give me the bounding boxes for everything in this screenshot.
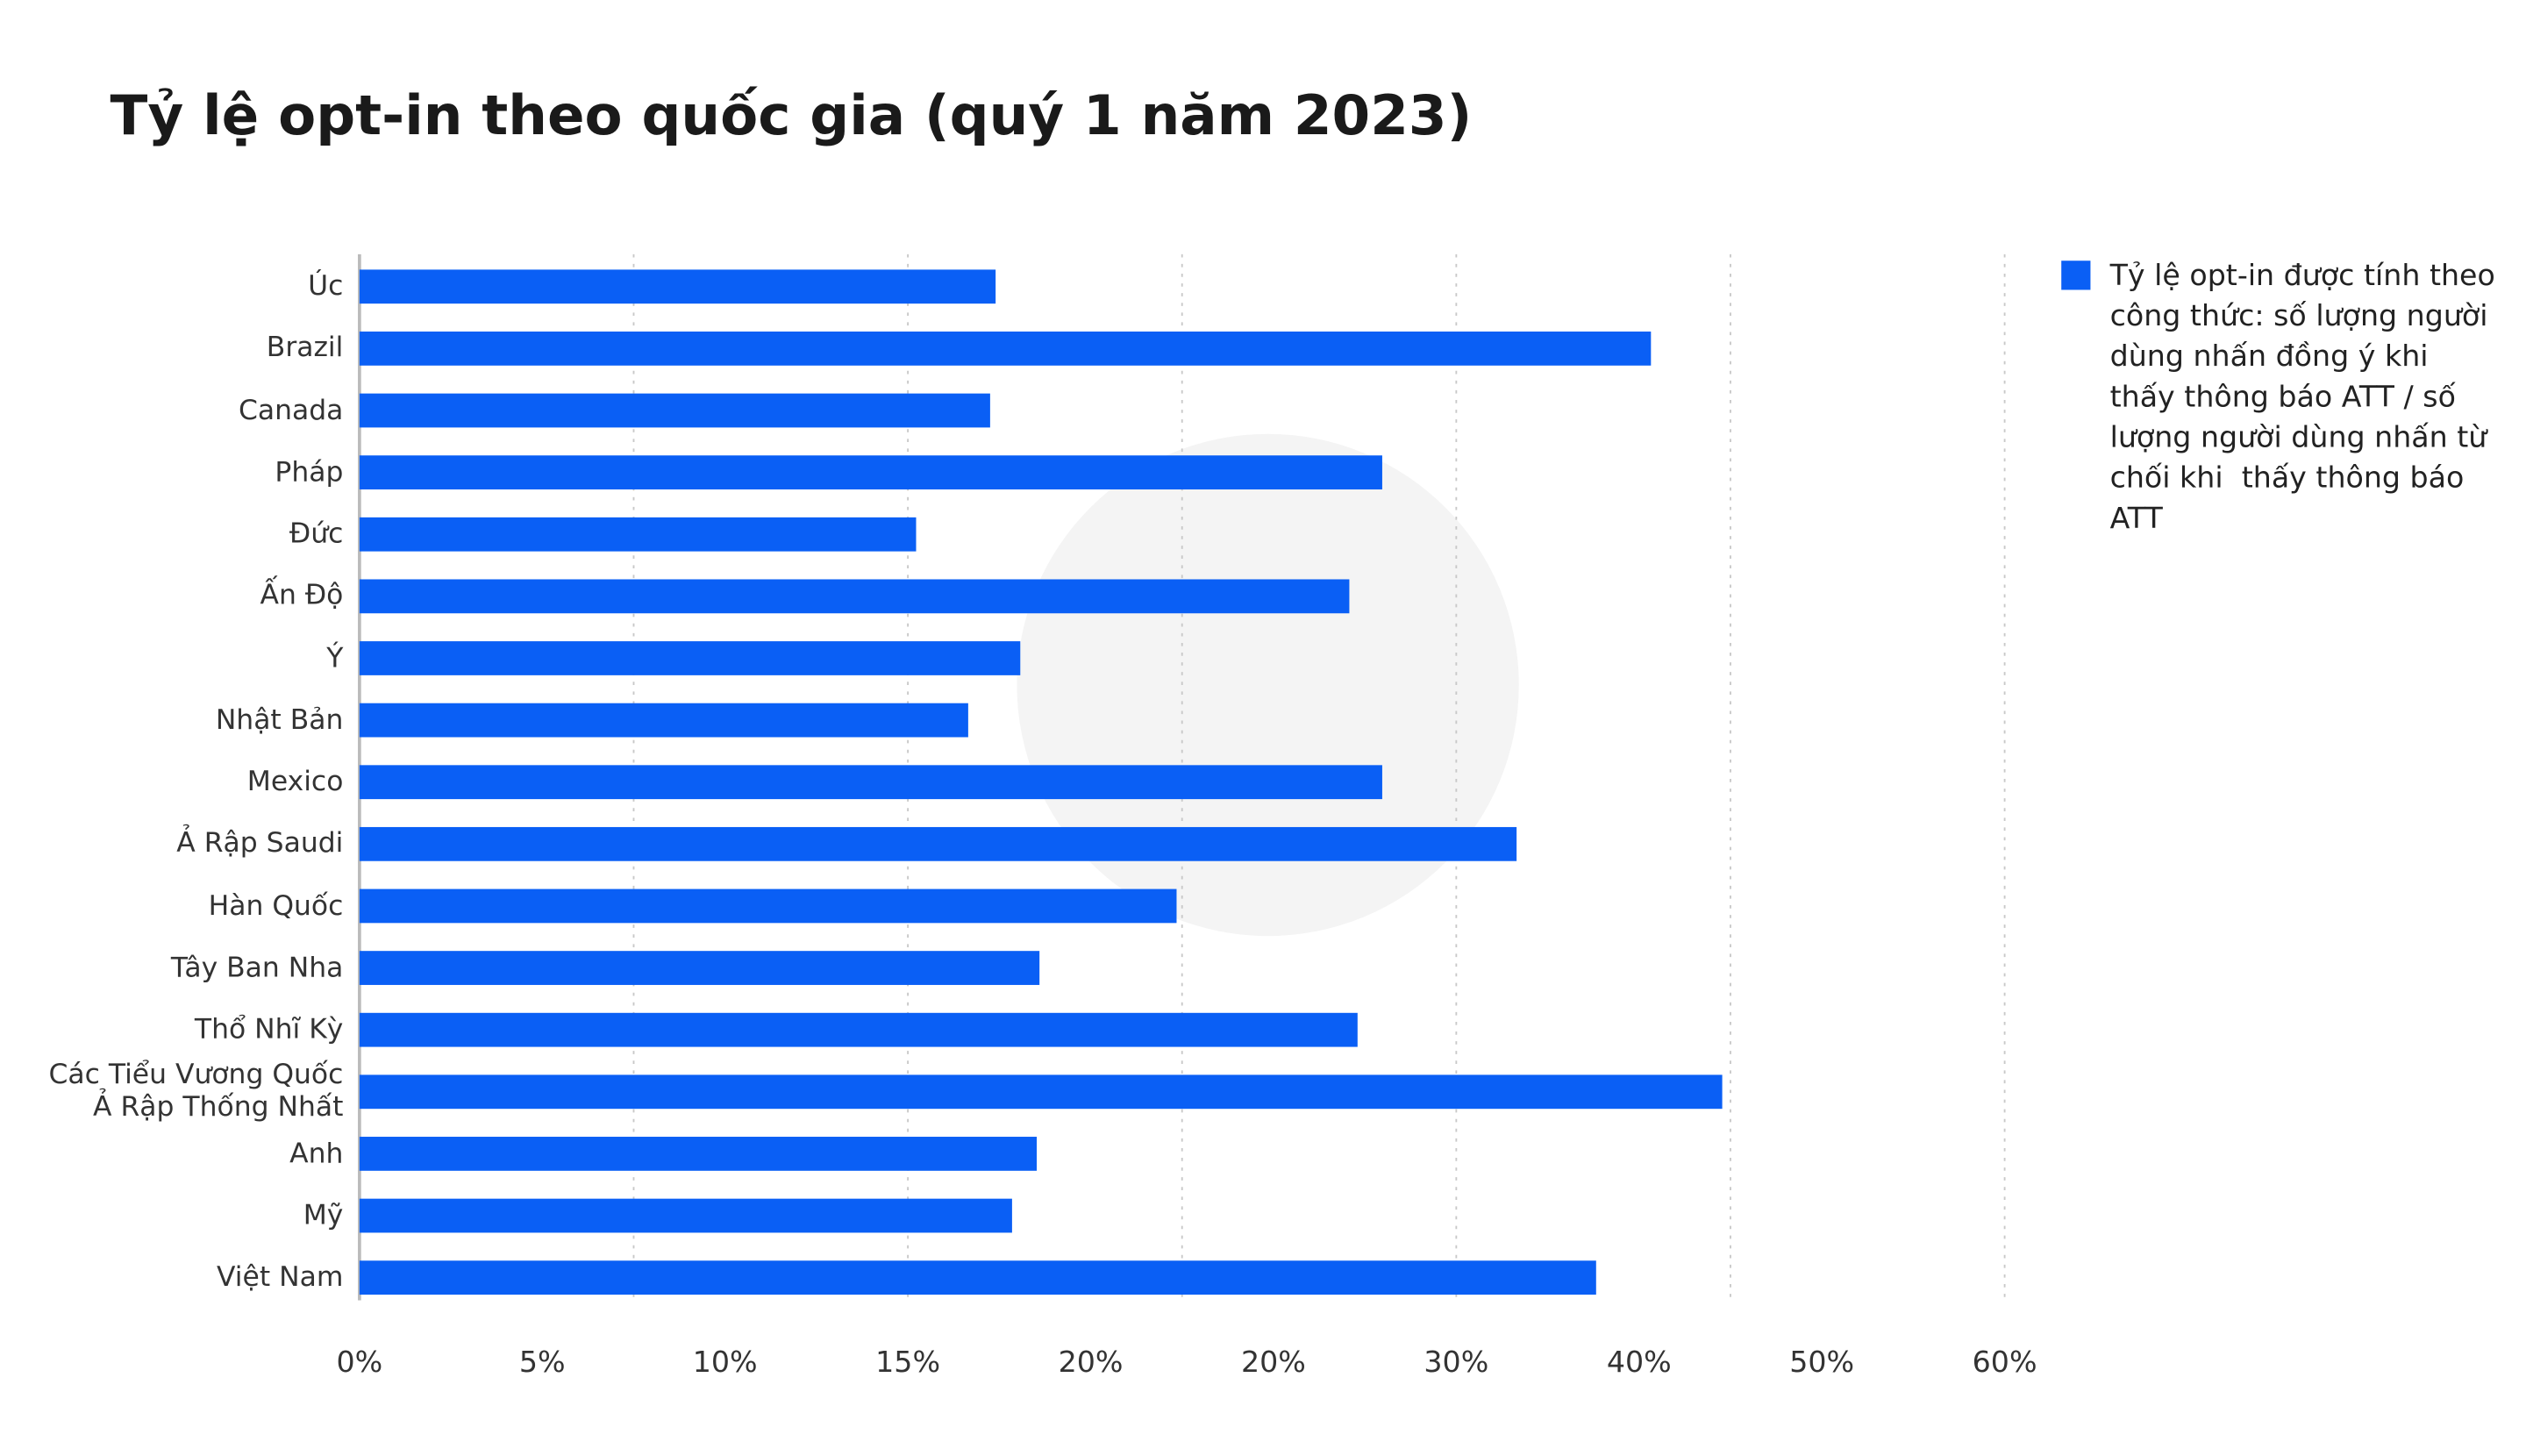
chart-title: Tỷ lệ opt-in theo quốc gia (quý 1 năm 20…	[110, 84, 1473, 149]
bar	[359, 332, 1652, 366]
y-tick-label: Tây Ban Nha	[170, 952, 344, 985]
x-tick-label: 50%	[1789, 1345, 1854, 1379]
y-tick-label: Mỹ	[303, 1199, 344, 1232]
legend: Tỷ lệ opt-in được tính theo công thức: s…	[2061, 256, 2498, 539]
y-tick-label: Anh	[289, 1137, 344, 1170]
bar	[359, 889, 1177, 924]
x-tick-label: 60%	[1973, 1345, 2037, 1379]
bar	[359, 1137, 1038, 1171]
bar	[359, 1012, 1358, 1047]
bar	[359, 826, 1517, 861]
x-tick-label: 30%	[1424, 1345, 1488, 1379]
y-tick-label: Ý	[326, 642, 344, 674]
y-tick-label: Úc	[308, 270, 344, 303]
y-tick-label: Brazil	[266, 332, 344, 365]
y-tick-label: Mexico	[246, 766, 344, 799]
x-tick-label: 10%	[693, 1345, 758, 1379]
x-tick-label: 40%	[1607, 1345, 1672, 1379]
bar	[359, 1260, 1596, 1295]
x-tick-label: 0%	[337, 1345, 383, 1379]
y-tick-label: Việt Nam	[217, 1261, 344, 1295]
bar	[359, 703, 968, 738]
y-tick-label: Thổ Nhĩ Kỳ	[194, 1013, 344, 1046]
bar	[359, 1074, 1723, 1110]
bar	[359, 579, 1350, 614]
watermark	[1017, 433, 1519, 937]
y-tick-label: Đức	[289, 517, 344, 551]
bar	[359, 1198, 1012, 1233]
legend-label: Tỷ lệ opt-in được tính theo công thức: s…	[2109, 259, 2505, 537]
y-tick-label: Các Tiểu Vương Quốc Ả Rập Thống Nhất	[48, 1059, 344, 1124]
x-tick-label: 20%	[1059, 1345, 1124, 1379]
y-tick-label: Canada	[238, 394, 344, 427]
bar	[359, 765, 1382, 800]
y-tick-label: Pháp	[275, 456, 344, 489]
x-tick-label: 15%	[875, 1345, 940, 1379]
bar	[359, 393, 990, 428]
bar	[359, 455, 1382, 490]
x-tick-label: 5%	[519, 1345, 566, 1379]
y-tick-label: Ấn Độ	[260, 580, 344, 613]
x-tick-label: 20%	[1241, 1345, 1306, 1379]
y-tick-label: Hàn Quốc	[208, 889, 344, 923]
bar	[359, 641, 1021, 675]
bar	[359, 951, 1040, 985]
bar	[359, 517, 917, 552]
bar	[359, 269, 996, 304]
legend-swatch	[2061, 261, 2091, 290]
y-tick-label: Nhật Bản	[215, 703, 344, 737]
y-tick-label: Ả Rập Saudi	[176, 827, 344, 860]
